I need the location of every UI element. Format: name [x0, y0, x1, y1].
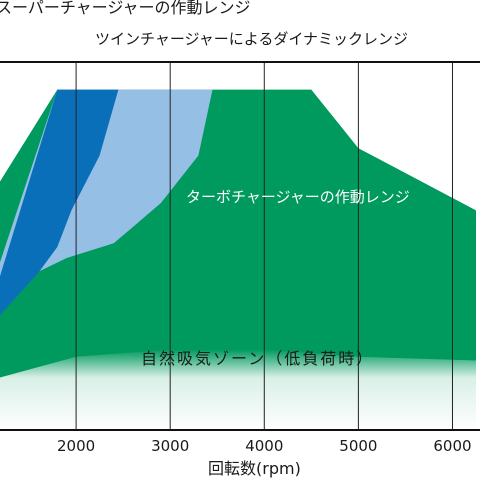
supercharger-label: スーパーチャージャーの作動レンジ	[0, 0, 251, 17]
x-tick-label-1000: 1000	[0, 437, 1, 455]
x-tick-label-3000: 3000	[151, 437, 189, 455]
natural-aspiration-fade-area	[0, 349, 476, 430]
supercharger-range-area	[0, 89, 119, 315]
turbocharger-label: ターボチャージャーの作動レンジ	[186, 188, 410, 206]
plot-areas	[0, 89, 476, 430]
x-tick-labels: 1000 2000 3000 4000 5000 6000	[0, 437, 472, 455]
x-tick-label-5000: 5000	[339, 437, 377, 455]
x-tick-label-6000: 6000	[433, 437, 471, 455]
natural-aspiration-label: 自然吸気ゾーン（低負荷時）	[141, 349, 374, 368]
vertical-gridlines	[75, 62, 453, 430]
x-tick-label-2000: 2000	[57, 437, 95, 455]
x-tick-label-4000: 4000	[245, 437, 283, 455]
x-axis-title: 回転数(rpm)	[208, 459, 301, 478]
twincharger-label: ツインチャージャーによるダイナミックレンジ	[95, 30, 408, 48]
